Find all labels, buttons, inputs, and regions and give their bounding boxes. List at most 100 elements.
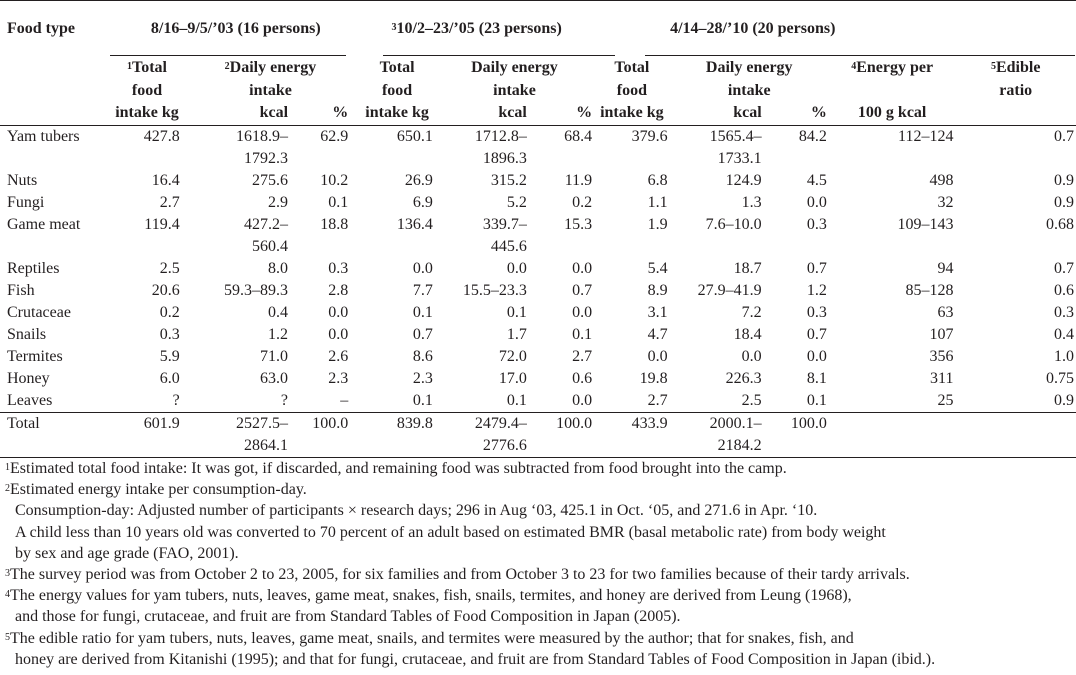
table-cell: 601.9 <box>112 412 182 458</box>
table-cell: 0.0 <box>534 389 595 413</box>
table-cell: 1.3 <box>741 193 762 211</box>
table-cell: 5.4 <box>647 259 668 277</box>
table-cell: 0.2 <box>159 303 180 321</box>
percent-header: % <box>534 102 595 126</box>
table-cell: 433.9 <box>594 412 670 458</box>
table-cell: 356 <box>929 347 954 365</box>
footnote-4: 4The energy values for yam tubers, nuts,… <box>5 587 852 605</box>
table-cell: – <box>296 389 360 413</box>
total-intake-header: food <box>131 81 163 99</box>
table-cell: 0.7 <box>412 325 433 343</box>
table-row: Game meat 119.4 427.2– 560.4 18.8 136.4 339.7–… <box>0 214 1076 258</box>
total-intake-header: intake kg <box>359 102 435 126</box>
edible-ratio-header: 5Edible <box>990 59 1041 76</box>
table-cell: 1.0 <box>1054 347 1074 365</box>
table-cell: 2.9 <box>268 193 289 211</box>
table-cell: 0.3 <box>806 215 827 233</box>
table-cell: 0.7 <box>1054 127 1074 145</box>
table-cell: 226.3 <box>725 369 762 387</box>
table-cell: 2.6 <box>328 347 349 365</box>
table-cell: 6.9 <box>412 193 433 211</box>
table-cell: 379.6 <box>631 127 668 145</box>
footnote-4-cont: and those for fungi, crutaceae, and frui… <box>15 608 681 626</box>
table-cell: 0.3 <box>328 259 349 277</box>
table-cell: 27.9–41.9 <box>697 281 762 299</box>
table-cell: 1.9 <box>647 215 668 233</box>
percent-header: % <box>769 102 829 126</box>
period-header-row: Food type 8/16–9/5/’03 (16 persons) 310/… <box>0 0 1076 58</box>
table-cell: 0.6 <box>572 369 593 387</box>
footnote-3: 3The survey period was from October 2 to… <box>5 566 910 584</box>
table-cell: 0.1 <box>572 325 593 343</box>
table-cell: 2.7 <box>572 347 593 365</box>
table-cell: 85–128 <box>905 281 954 299</box>
footnotes: 1Estimated total food intake: It was got… <box>5 458 1075 670</box>
table-cell: 0.1 <box>359 389 435 413</box>
table-cell: 4.7 <box>647 325 668 343</box>
table-cell: 62.9 <box>320 127 349 145</box>
food-type-cell: Game meat <box>7 215 81 233</box>
table-cell: 112–124 <box>898 127 954 145</box>
table-cell: 2.3 <box>328 369 349 387</box>
total-intake-header: intake kg <box>594 102 670 126</box>
period-2010-header: 4/14–28/’10 (20 persons) <box>670 20 836 37</box>
table-cell: 1.7 <box>506 325 527 343</box>
table-cell: 107 <box>929 325 954 343</box>
table-cell: 71.0 <box>260 347 289 365</box>
table-cell: 15.3 <box>564 215 593 233</box>
total-row: Total 601.9 2527.5– 2864.1 100.0 839.8 2479.4–… <box>0 412 1076 458</box>
table-cell: 0.9 <box>1054 193 1074 211</box>
edible-ratio-header: ratio <box>999 81 1033 99</box>
total-intake-header: food <box>381 81 413 99</box>
table-row: Leaves?? –0.1 0.1 0.0 2.7 2.5 0.1 25 0.9 <box>0 389 1076 413</box>
table-cell: 311 <box>930 369 954 387</box>
table-cell: 136.4 <box>396 215 433 233</box>
table-cell: 0.1 <box>769 389 829 413</box>
footnote-5: 5The edible ratio for yam tubers, nuts, … <box>5 629 854 647</box>
table-cell: 650.1 <box>396 127 433 145</box>
table-cell: 18.4 <box>733 325 762 343</box>
table-cell: 0.0 <box>806 193 827 211</box>
table-cell: 7.6–10.0 <box>705 215 762 233</box>
energy-intake-header: 2Daily energy <box>224 59 317 76</box>
total-intake-header: food <box>616 81 647 99</box>
table-cell: 2.3 <box>412 369 433 387</box>
table-cell: 0.0 <box>412 259 433 277</box>
column-header-row-2: food intake food intake food intake rati… <box>0 80 1076 103</box>
table-cell: 8.6 <box>412 347 433 365</box>
table-cell: 0.1 <box>412 303 433 321</box>
table-cell: 6.8 <box>647 171 668 189</box>
table-cell: 59.3–89.3 <box>224 281 289 299</box>
table-cell: 8.0 <box>268 259 289 277</box>
table-cell: 0.4 <box>1054 325 1074 343</box>
table-row: Reptiles 2.5 8.0 0.3 0.0 0.0 0.0 5.4 18.7 0.7 94 0.… <box>0 258 1076 280</box>
energy-intake-header: intake <box>727 81 771 99</box>
table-cell: 63 <box>937 303 954 321</box>
table-cell: 16.4 <box>151 171 180 189</box>
table-cell: 0.9 <box>1054 171 1074 189</box>
table-cell: 2479.4– 2776.6 <box>434 412 535 458</box>
food-type-cell: Total <box>0 412 113 458</box>
table-cell: 0.1 <box>506 303 527 321</box>
table-cell: 0.0 <box>806 347 827 365</box>
footnote-2: 2Estimated energy intake per consumption… <box>5 481 307 499</box>
table-cell: 0.3 <box>806 303 827 321</box>
food-type-cell: Reptiles <box>7 259 60 277</box>
table-cell: 6.0 <box>159 369 180 387</box>
food-type-header: Food type <box>7 20 75 37</box>
table-cell: 1712.8– 1896.3 <box>474 127 527 167</box>
total-intake-header: Total <box>614 59 650 76</box>
food-type-cell: Fish <box>7 281 35 299</box>
period-2010-rule <box>645 55 1075 56</box>
table-row: Crutaceae 0.2 0.4 0.0 0.1 0.1 0.0 3.1 7.2 0.3 63 0.… <box>0 302 1076 324</box>
table-cell <box>828 412 956 458</box>
table-cell: 0.1 <box>328 193 349 211</box>
table-cell: 68.4 <box>564 127 593 145</box>
energy-intake-header: Daily energy <box>471 59 558 76</box>
energy-intake-header: intake <box>493 81 536 99</box>
table-cell: 0.7 <box>806 325 827 343</box>
table-cell <box>955 412 1076 458</box>
period-2005-header: 310/2–23/’05 (23 persons) <box>391 20 562 37</box>
table-cell: 1.2 <box>806 281 827 299</box>
period-2005-rule <box>383 55 615 56</box>
